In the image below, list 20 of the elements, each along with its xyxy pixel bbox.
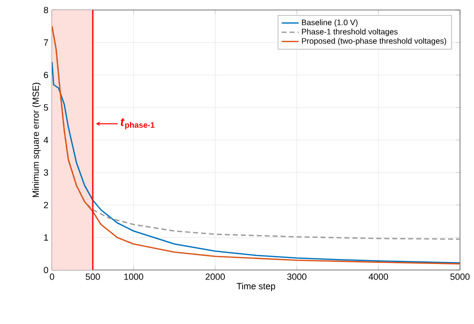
x-tick-label: 2000 bbox=[206, 274, 225, 280]
x-tick-label: 500 bbox=[86, 274, 100, 280]
x-axis-title: Time step bbox=[236, 282, 276, 292]
x-tick-label: 3000 bbox=[287, 274, 306, 280]
y-tick-label: 8 bbox=[44, 6, 48, 14]
y-axis-title: Minimum square error (MSE) bbox=[32, 82, 41, 198]
y-tick-label: 2 bbox=[44, 202, 48, 208]
y-tick-label: 1 bbox=[44, 234, 48, 241]
y-tick-label: 3 bbox=[44, 169, 48, 176]
annotation: t$_{phase-1}$ bbox=[120, 118, 154, 130]
y-tick-label: 5 bbox=[44, 104, 48, 111]
y-tick-label: 7 bbox=[44, 39, 48, 46]
x-tick-label: 5000 bbox=[450, 274, 470, 280]
x-tick-label: 4000 bbox=[368, 274, 388, 280]
y-tick-label: 4 bbox=[44, 136, 48, 144]
x-tick-label: 0 bbox=[50, 274, 54, 280]
y-tick-label: 0 bbox=[44, 266, 48, 274]
y-tick-label: 6 bbox=[44, 72, 48, 78]
line-series bbox=[52, 61, 460, 264]
x-tick-label: 1000 bbox=[124, 274, 144, 280]
